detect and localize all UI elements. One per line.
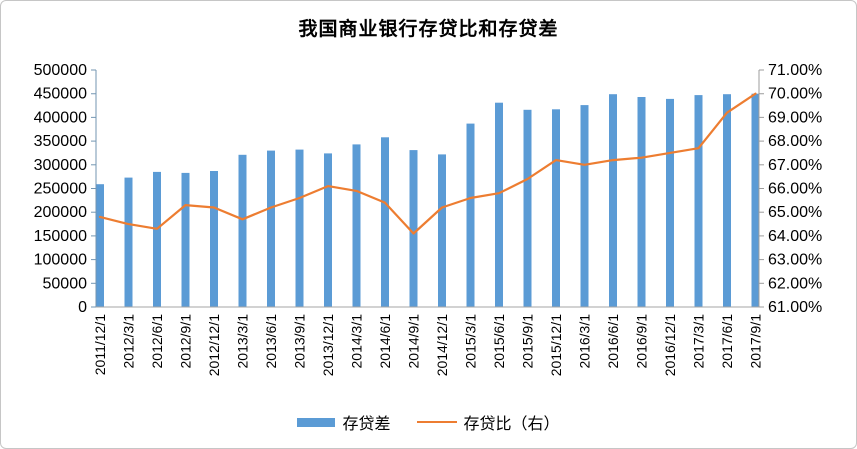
right-axis-tick-label: 68.00% [768,133,822,150]
left-axis-tick-label: 300000 [34,157,87,174]
bar [324,153,332,307]
x-axis-category-label: 2017/6/1 [719,314,735,369]
line-series-swatch-icon [416,421,457,423]
x-axis-category-label: 2013/12/1 [320,314,336,376]
bar [694,95,703,307]
x-axis-category-label: 2013/6/1 [263,314,279,369]
right-axis-tick-label: 63.00% [768,252,822,269]
right-axis-tick-label: 61.00% [768,299,822,316]
left-axis-tick-label: 50000 [43,275,88,292]
line-series [98,92,757,235]
left-axis-tick-label: 100000 [34,252,87,269]
bar [438,154,446,307]
x-axis-category-label: 2012/12/1 [206,314,222,376]
bar [409,150,418,307]
x-axis-category-label: 2013/9/1 [292,314,308,369]
x-axis-category-label: 2014/6/1 [377,314,393,369]
x-axis-category-label: 2014/3/1 [349,314,365,369]
x-axis-category-label: 2015/6/1 [491,314,507,369]
bar [723,94,731,307]
right-axis-tick-label: 70.00% [768,86,822,103]
legend-label-line-series: 存贷比（右） [463,416,560,433]
bar [210,171,218,307]
x-axis-category-label: 2012/6/1 [149,314,165,369]
bar [523,109,532,307]
bar-series-swatch-icon [297,417,336,427]
x-axis-category-label: 2015/9/1 [520,314,536,369]
right-axis-tick-label: 71.00% [768,62,822,79]
x-axis-category-label: 2017/3/1 [691,314,707,369]
bar [552,109,560,307]
x-axis-category-label: 2016/3/1 [577,314,593,369]
bar [153,171,161,307]
legend-item-bar-series: 存贷差 [297,410,391,434]
left-axis-tick-label: 400000 [34,109,87,126]
bar [466,123,475,307]
bar [495,102,503,307]
legend: 存贷差 存贷比（右） [1,410,856,434]
legend-item-line-series: 存贷比（右） [416,410,560,434]
chart-title: 我国商业银行存贷比和存贷差 [298,19,559,40]
bar [96,184,104,307]
x-axis-category-label: 2014/9/1 [406,314,422,369]
bar [381,137,389,307]
left-axis-tick-label: 0 [78,299,87,316]
right-axis-tick-label: 69.00% [768,109,822,126]
right-axis-tick-label: 66.00% [768,181,822,198]
left-axis-tick-label: 350000 [34,133,87,150]
bar [580,105,589,307]
right-axis-tick-label: 64.00% [768,228,822,245]
right-axis-tick-label: 65.00% [768,204,822,221]
left-axis-tick-label: 200000 [34,204,87,221]
x-axis-category-label: 2011/12/1 [92,314,108,375]
x-axis-category-label: 2014/12/1 [434,314,450,376]
bar [124,177,133,307]
x-axis-category-label: 2015/3/1 [463,314,479,369]
x-axis-category-label: 2016/12/1 [662,314,678,376]
bar-series [96,93,760,308]
left-axis-tick-label: 250000 [34,181,87,198]
right-axis-tick-label: 67.00% [768,157,822,174]
bar [181,172,190,307]
bar [238,154,247,307]
left-axis-tick-label: 450000 [34,86,87,103]
right-axis-tick-label: 62.00% [768,275,822,292]
x-axis-category-label: 2015/12/1 [548,314,564,376]
x-axis-category-label: 2012/9/1 [178,314,194,369]
bar [352,144,361,307]
x-axis-category-label: 2016/9/1 [634,314,650,369]
left-axis-tick-label: 500000 [34,62,87,79]
bar [267,150,275,307]
x-axis-category-label: 2012/3/1 [121,314,137,369]
legend-label-bar-series: 存贷差 [342,416,391,433]
x-axis-category-label: 2016/6/1 [605,314,621,369]
bar [666,98,674,308]
x-axis-category-label: 2013/3/1 [235,314,251,369]
x-axis-category-label: 2017/9/1 [748,314,764,369]
left-axis-tick-label: 150000 [34,228,87,245]
bar [609,94,617,307]
bar [295,149,304,307]
bar [751,93,760,307]
bar [637,97,646,307]
